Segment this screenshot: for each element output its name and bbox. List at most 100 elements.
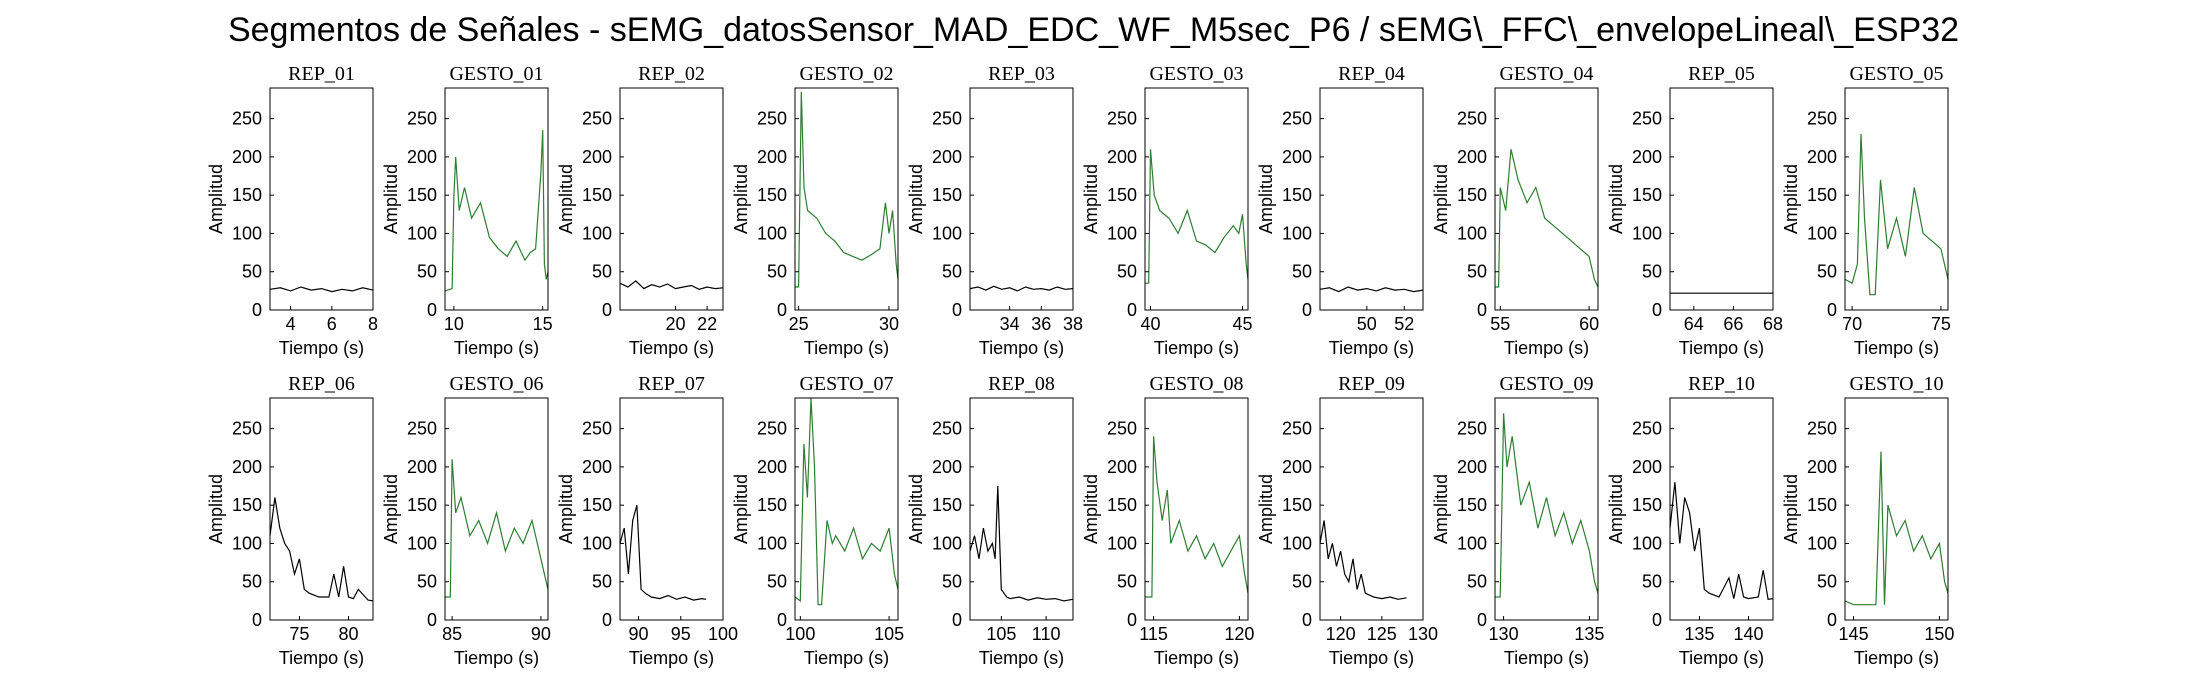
y-tick-label: 50 [1642, 262, 1662, 282]
y-tick-label: 150 [1632, 495, 1662, 515]
y-tick-label: 50 [942, 572, 962, 592]
x-axis-label: Tiempo (s) [804, 338, 889, 358]
y-tick-label: 150 [932, 495, 962, 515]
y-tick-label: 250 [1282, 419, 1312, 439]
y-tick-label: 200 [932, 457, 962, 477]
y-axis-label: Amplitud [556, 474, 576, 544]
x-tick-label: 140 [1733, 624, 1763, 644]
y-tick-label: 0 [252, 610, 262, 630]
subplot: REP_05 0 50 100 150 200 250 64 66 68 Tiempo (s) Amp… [1606, 63, 1783, 358]
axes-box [1669, 87, 1774, 311]
y-tick-label: 250 [582, 109, 612, 129]
y-tick-label: 200 [1457, 457, 1487, 477]
series-line [1495, 149, 1599, 288]
y-tick-label: 200 [582, 147, 612, 167]
x-axis-label: Tiempo (s) [1329, 648, 1414, 668]
axes-box [1494, 87, 1599, 311]
y-axis-label: Amplitud [1606, 164, 1626, 234]
y-tick-label: 50 [1117, 572, 1137, 592]
y-tick-label: 150 [1457, 185, 1487, 205]
y-axis-label: Amplitud [206, 164, 226, 234]
y-tick-label: 100 [757, 533, 787, 553]
y-tick-label: 100 [1107, 533, 1137, 553]
y-tick-label: 200 [232, 457, 262, 477]
y-tick-label: 0 [252, 300, 262, 320]
y-tick-label: 50 [1117, 262, 1137, 282]
y-tick-label: 100 [407, 533, 437, 553]
x-tick-label: 4 [286, 314, 296, 334]
x-tick-label: 100 [785, 624, 815, 644]
y-tick-label: 200 [1282, 147, 1312, 167]
y-tick-label: 250 [582, 419, 612, 439]
axes-box [269, 87, 374, 311]
y-tick-label: 100 [932, 533, 962, 553]
x-axis-label: Tiempo (s) [1154, 338, 1239, 358]
y-tick-label: 50 [767, 572, 787, 592]
subplot-title: GESTO_06 [449, 373, 543, 395]
x-tick-label: 10 [444, 314, 464, 334]
y-tick-label: 100 [1282, 533, 1312, 553]
x-tick-label: 130 [1408, 624, 1438, 644]
subplot: GESTO_04 0 50 100 150 200 250 55 60 Tiempo (s) Amp… [1431, 63, 1599, 358]
x-axis-label: Tiempo (s) [454, 648, 539, 668]
subplot-title: REP_01 [288, 63, 355, 85]
subplot-title: REP_04 [1338, 63, 1405, 85]
y-tick-label: 250 [1107, 109, 1137, 129]
y-tick-label: 200 [1807, 457, 1837, 477]
y-tick-label: 50 [592, 262, 612, 282]
y-tick-label: 250 [757, 419, 787, 439]
series-line [1319, 520, 1407, 600]
x-tick-label: 75 [289, 624, 309, 644]
y-tick-label: 50 [1292, 572, 1312, 592]
subplot-title: REP_06 [288, 373, 355, 395]
series-line [969, 285, 1074, 292]
x-tick-label: 52 [1394, 314, 1414, 334]
x-axis-label: Tiempo (s) [979, 648, 1064, 668]
x-axis-label: Tiempo (s) [979, 338, 1064, 358]
y-tick-label: 200 [757, 147, 787, 167]
y-tick-label: 250 [1807, 109, 1837, 129]
x-tick-label: 80 [338, 624, 358, 644]
subplot-title: GESTO_03 [1149, 63, 1243, 85]
y-tick-label: 150 [932, 185, 962, 205]
y-tick-label: 0 [602, 610, 612, 630]
y-tick-label: 0 [1477, 300, 1487, 320]
y-axis-label: Amplitud [731, 474, 751, 544]
y-tick-label: 250 [1107, 419, 1137, 439]
y-tick-label: 100 [582, 533, 612, 553]
y-tick-label: 150 [1632, 185, 1662, 205]
x-tick-label: 60 [1579, 314, 1599, 334]
series-line [444, 130, 549, 292]
y-axis-label: Amplitud [1431, 164, 1451, 234]
y-tick-label: 50 [767, 262, 787, 282]
subplot: GESTO_03 0 50 100 150 200 250 40 45 Tiempo (s) Amp… [1081, 63, 1252, 358]
series-line [969, 485, 1074, 602]
y-tick-label: 200 [757, 457, 787, 477]
y-axis-label: Amplitud [381, 164, 401, 234]
series-line [1844, 133, 1949, 296]
x-axis-label: Tiempo (s) [1329, 338, 1414, 358]
series-line [269, 286, 374, 293]
y-tick-label: 250 [1282, 109, 1312, 129]
y-tick-label: 0 [952, 300, 962, 320]
y-axis-label: Amplitud [906, 164, 926, 234]
x-tick-label: 110 [1032, 624, 1061, 644]
y-axis-label: Amplitud [1606, 474, 1626, 544]
y-axis-label: Amplitud [556, 164, 576, 234]
subplot: GESTO_06 0 50 100 150 200 250 85 90 Tiempo (s) Amp… [381, 373, 551, 668]
y-axis-label: Amplitud [1081, 164, 1101, 234]
subplot: REP_09 0 50 100 150 200 250 120 125 130 Tiempo (s)… [1256, 373, 1438, 668]
y-tick-label: 150 [757, 185, 787, 205]
y-tick-label: 100 [1457, 533, 1487, 553]
y-tick-label: 0 [1127, 300, 1137, 320]
y-tick-label: 150 [1282, 185, 1312, 205]
y-axis-label: Amplitud [206, 474, 226, 544]
subplot: GESTO_02 0 50 100 150 200 250 25 30 Tiempo (s) Amp… [731, 63, 899, 358]
series-line [1669, 482, 1774, 600]
x-tick-label: 50 [1357, 314, 1377, 334]
x-axis-label: Tiempo (s) [804, 648, 889, 668]
x-tick-label: 90 [629, 624, 649, 644]
series-line [1145, 149, 1249, 284]
x-tick-label: 95 [671, 624, 691, 644]
y-tick-label: 0 [1477, 610, 1487, 630]
